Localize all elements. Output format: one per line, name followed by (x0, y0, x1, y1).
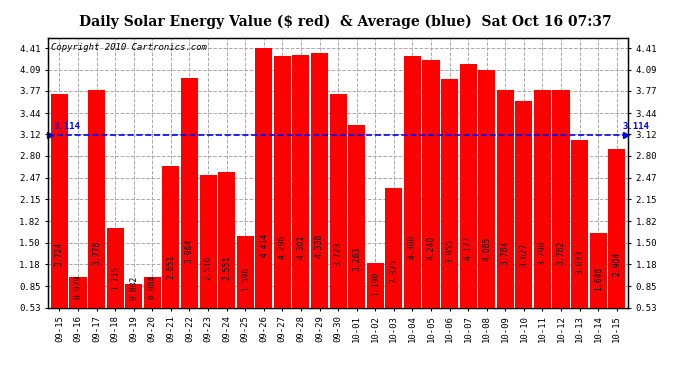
Bar (199, 175, 217, 308)
Bar (515, 100, 533, 308)
Text: 3.723: 3.723 (333, 242, 343, 266)
Bar (404, 56, 421, 308)
Text: 0.984: 0.984 (148, 274, 157, 299)
Bar (478, 70, 495, 308)
Bar (237, 236, 254, 308)
Text: 4.338: 4.338 (315, 234, 324, 258)
Text: 3.784: 3.784 (501, 241, 510, 265)
Bar (590, 233, 607, 308)
Bar (107, 228, 124, 308)
Text: 3.263: 3.263 (352, 247, 361, 271)
Bar (125, 284, 142, 308)
Bar (162, 166, 179, 308)
Bar (311, 53, 328, 307)
Bar (218, 172, 235, 308)
Text: 1.190: 1.190 (371, 272, 380, 296)
Text: 1.648: 1.648 (593, 266, 602, 291)
Text: 3.033: 3.033 (575, 250, 584, 274)
Bar (348, 125, 365, 308)
Bar (460, 64, 477, 308)
Text: 2.904: 2.904 (612, 251, 621, 276)
Bar (255, 48, 273, 308)
Text: 4.296: 4.296 (278, 234, 287, 259)
Text: 4.301: 4.301 (297, 234, 306, 259)
Text: 3.778: 3.778 (92, 241, 101, 265)
Text: 3.964: 3.964 (185, 238, 194, 263)
Text: 2.651: 2.651 (166, 254, 175, 279)
Text: 3.790: 3.790 (538, 241, 547, 265)
Bar (608, 149, 625, 308)
Bar (70, 278, 86, 308)
Text: 2.516: 2.516 (204, 256, 213, 280)
Bar (293, 56, 310, 308)
Bar (534, 90, 551, 308)
Text: 1.715: 1.715 (110, 266, 119, 290)
Text: 3.782: 3.782 (557, 241, 566, 265)
Bar (441, 79, 458, 308)
Bar (51, 94, 68, 308)
Text: 1.596: 1.596 (241, 267, 250, 291)
Bar (144, 277, 161, 308)
Text: 2.551: 2.551 (222, 255, 231, 280)
Bar (274, 56, 291, 308)
Text: 3.724: 3.724 (55, 242, 64, 266)
Bar (571, 140, 588, 308)
Text: 2.325: 2.325 (389, 258, 398, 283)
Text: 4.240: 4.240 (426, 235, 435, 260)
Text: 0.882: 0.882 (129, 276, 138, 300)
Text: 3.627: 3.627 (520, 243, 529, 267)
Text: 4.300: 4.300 (408, 234, 417, 259)
Text: 4.414: 4.414 (259, 233, 268, 257)
Bar (366, 263, 384, 308)
Text: 4.177: 4.177 (464, 236, 473, 260)
Text: 4.085: 4.085 (482, 237, 491, 261)
Text: Daily Solar Energy Value ($ red)  & Average (blue)  Sat Oct 16 07:37: Daily Solar Energy Value ($ red) & Avera… (79, 15, 611, 29)
Text: 0.979: 0.979 (74, 274, 83, 299)
Bar (181, 78, 198, 308)
Bar (553, 90, 569, 308)
Text: 3.114: 3.114 (622, 123, 649, 132)
Bar (385, 188, 402, 308)
Bar (497, 90, 514, 308)
Bar (330, 94, 346, 308)
Bar (88, 90, 105, 308)
Bar (422, 60, 440, 308)
Text: 3.114: 3.114 (54, 123, 81, 132)
Text: 3.955: 3.955 (445, 238, 454, 263)
Text: Copyright 2010 Cartronics.com: Copyright 2010 Cartronics.com (51, 43, 207, 52)
